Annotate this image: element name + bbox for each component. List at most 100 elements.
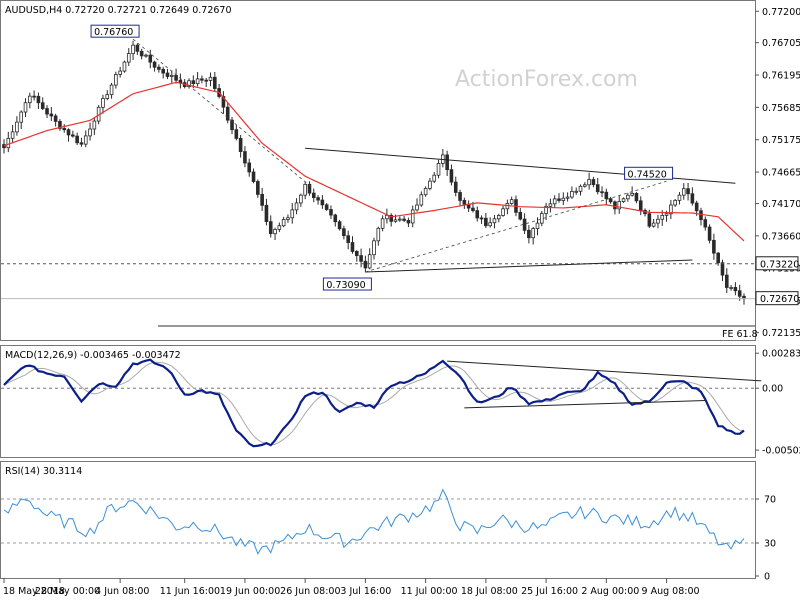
macd-panel-frame xyxy=(0,345,756,458)
macd-y-tick-label: 0.002839 xyxy=(762,349,800,360)
candle-body xyxy=(376,227,381,242)
candle-body xyxy=(458,192,462,201)
x-tick-label: 28 May 00:00 xyxy=(35,586,100,597)
candle-body xyxy=(393,219,398,222)
candle-body xyxy=(277,225,282,230)
candle-body xyxy=(423,188,428,196)
candle-body xyxy=(527,229,531,239)
candle-body xyxy=(92,120,97,130)
candle-body xyxy=(518,211,523,220)
price-y-tick-label: 0.75175 xyxy=(762,135,800,146)
price-annotation: 0.73090 xyxy=(322,277,372,291)
candle-body xyxy=(268,221,273,235)
price-y-tick-label: 0.72135 xyxy=(762,328,800,339)
rsi-y-tick-label: 70 xyxy=(764,495,776,506)
candle-body xyxy=(281,219,286,227)
candle-body xyxy=(19,111,24,123)
candle-body xyxy=(299,194,303,204)
price-annotation: 0.74520 xyxy=(624,166,674,180)
price-header: AUDUSD,H4 0.72720 0.72721 0.72649 0.7267… xyxy=(5,5,232,16)
price-panel-frame xyxy=(0,0,756,341)
candle-body xyxy=(243,151,247,164)
candle-body xyxy=(114,74,118,86)
candle-body xyxy=(638,200,643,211)
candle-body xyxy=(10,131,15,139)
candle-body xyxy=(105,94,110,99)
fe-label: FE 61.8 xyxy=(722,329,758,340)
candle-body xyxy=(587,179,591,186)
candle-body xyxy=(32,95,36,98)
candle-body xyxy=(165,72,170,77)
candle-body xyxy=(475,210,480,219)
candle-body xyxy=(548,203,553,207)
candle-body xyxy=(737,290,742,297)
candle-body xyxy=(720,262,725,276)
candle-body xyxy=(329,209,333,216)
candle-body xyxy=(247,162,252,173)
candle-body xyxy=(724,274,729,288)
candle-body xyxy=(363,260,368,269)
last-price-label: 0.72670 xyxy=(755,291,799,306)
price-y-tick-label: 0.73660 xyxy=(762,231,800,242)
candle-body xyxy=(501,208,505,216)
x-tick-label: 11 Jul 00:00 xyxy=(401,586,458,597)
x-tick-label: 25 Jul 16:00 xyxy=(521,586,578,597)
x-tick-label: 3 Jul 16:00 xyxy=(340,586,391,597)
candle-body xyxy=(286,217,290,220)
candle-body xyxy=(79,142,84,145)
candle-body xyxy=(221,96,226,108)
candle-body xyxy=(673,199,677,206)
candle-body xyxy=(294,202,299,211)
moving-average-line xyxy=(3,81,745,242)
price-y-tick-label: 0.74665 xyxy=(762,168,800,179)
candle-body xyxy=(471,207,475,211)
candle-body xyxy=(135,44,140,52)
macd-series-layer: 0.002839 0.00 -0.005021 xyxy=(1,349,800,457)
candle-body xyxy=(290,209,295,219)
candle-body xyxy=(178,79,183,84)
candle-body xyxy=(406,220,411,224)
x-tick-label: 9 Aug 08:00 xyxy=(642,586,700,597)
candle-body xyxy=(428,180,432,189)
rsi-panel-frame xyxy=(0,461,756,579)
candle-body xyxy=(273,228,277,235)
candle-body xyxy=(591,179,596,186)
candle-body xyxy=(230,119,234,131)
candle-body xyxy=(574,190,579,193)
candle-body xyxy=(729,287,733,289)
candle-body xyxy=(539,213,544,224)
candle-body xyxy=(716,252,720,264)
level-price-label-text: 0.73220 xyxy=(760,259,799,270)
candle-body xyxy=(600,191,604,194)
candle-body xyxy=(101,98,105,108)
candle-body xyxy=(234,129,239,139)
candle-body xyxy=(595,184,600,193)
candle-body xyxy=(152,61,157,68)
candle-body xyxy=(195,78,200,85)
candle-body xyxy=(707,226,712,241)
candle-body xyxy=(118,70,122,75)
candle-body xyxy=(699,210,703,221)
candle-body xyxy=(6,137,11,149)
candle-body xyxy=(337,221,342,230)
x-tick-label: 19 Jun 00:00 xyxy=(220,586,280,597)
candle-body xyxy=(445,154,449,171)
x-tick-label: 2 Aug 00:00 xyxy=(581,586,639,597)
candle-body xyxy=(157,66,161,70)
level-price-label-box xyxy=(755,256,799,271)
candle-body xyxy=(664,213,669,216)
candle-body xyxy=(621,198,626,202)
candle-body xyxy=(432,174,437,182)
level-price-label: 0.73220 xyxy=(755,256,799,271)
candle-body xyxy=(694,202,699,212)
x-tick-label: 4 Jun 08:00 xyxy=(95,586,149,597)
candle-body xyxy=(496,215,501,220)
rsi-line xyxy=(3,488,745,555)
candle-body xyxy=(410,209,415,224)
candle-body xyxy=(608,198,613,203)
macd-header: MACD(12,26,9) -0.003465 -0.003472 xyxy=(5,350,181,361)
candle-body xyxy=(350,242,355,252)
candle-body xyxy=(367,254,372,269)
candle-body xyxy=(492,218,497,224)
